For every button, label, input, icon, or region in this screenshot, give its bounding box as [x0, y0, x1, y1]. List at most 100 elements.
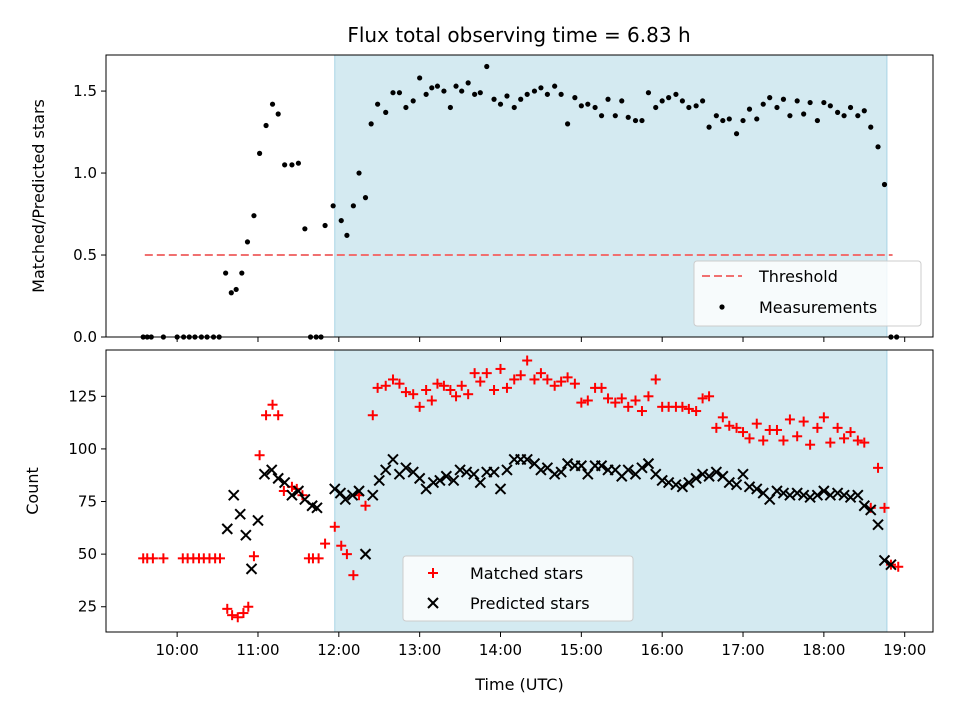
matched-star-point	[222, 603, 233, 614]
measurement-point	[383, 109, 389, 115]
top-y-ticks: 0.0 0.5 1.0 1.5	[73, 82, 106, 346]
x-stroke	[723, 476, 735, 489]
predicted-star-point	[413, 472, 426, 485]
matched-star-point	[267, 399, 278, 410]
x-stroke	[234, 508, 246, 520]
y-tick-label: 75	[78, 493, 97, 511]
matched-star-point	[380, 380, 391, 391]
predicted-star-point	[690, 472, 702, 485]
matched-star-point	[879, 502, 890, 513]
measurement-point	[754, 116, 760, 122]
y-tick-label: 125	[68, 387, 97, 405]
matched-star-point	[469, 368, 480, 379]
x-stroke	[804, 491, 816, 504]
predicted-star-point	[878, 554, 891, 567]
x-stroke	[278, 476, 291, 489]
measurement-point	[835, 109, 841, 115]
measurement-point	[787, 113, 793, 119]
matched-star-point	[650, 374, 661, 385]
measurement-point	[706, 124, 712, 130]
x-tick-label: 11:00	[236, 641, 279, 659]
matched-star-point	[859, 437, 870, 448]
measurement-point	[396, 90, 403, 96]
measurement-point	[679, 98, 685, 104]
x-stroke	[777, 487, 790, 499]
predicted-star-point	[329, 483, 341, 495]
predicted-star-point	[561, 457, 574, 470]
measurement-point	[552, 83, 558, 89]
matched-star-point	[348, 570, 359, 581]
predicted-star-point	[272, 472, 284, 485]
x-stroke	[797, 489, 810, 501]
matched-star-point	[529, 374, 540, 385]
predicted-star-point	[258, 468, 271, 480]
y-tick-label: 25	[78, 598, 97, 616]
bottom-y-ticks: 25 50 75 100 125	[68, 387, 106, 616]
x-stroke	[292, 485, 305, 497]
measurements-series	[140, 63, 900, 340]
matched-star-point	[214, 553, 225, 564]
x-stroke	[622, 464, 634, 476]
measurement-point	[429, 85, 435, 91]
x-stroke	[488, 466, 500, 478]
predicted-star-point	[245, 563, 258, 575]
x-stroke	[400, 462, 412, 474]
matched-star-point	[432, 378, 443, 389]
x-stroke	[427, 476, 440, 489]
x-stroke	[494, 483, 507, 495]
measurement-point	[350, 203, 356, 209]
predicted-star-point	[872, 518, 884, 531]
y-tick-label: 1.5	[73, 82, 97, 100]
matched-star-point	[751, 418, 762, 429]
top-panel: 0.0 0.5 1.0 1.5 Matched/Predicted stars Thr…	[29, 54, 934, 346]
predicted-star-point	[266, 464, 278, 476]
measurement-point	[289, 162, 295, 168]
predicted-star-point	[380, 464, 392, 476]
predicted-star-point	[252, 514, 264, 527]
predicted-star-point	[440, 470, 453, 482]
matched-star-point	[825, 437, 836, 448]
predicted-star-point	[797, 489, 810, 501]
measurement-point	[375, 101, 381, 107]
measurement-point	[322, 222, 328, 229]
x-stroke	[575, 460, 588, 472]
matched-star-point	[832, 422, 843, 433]
matched-star-point	[724, 420, 735, 431]
predicted-star-point	[278, 476, 291, 489]
predicted-star-point	[683, 476, 695, 489]
predicted-star-point	[488, 466, 500, 478]
measurement-point	[459, 88, 465, 94]
measurement-point	[693, 103, 699, 109]
measurement-point	[558, 91, 564, 97]
predicted-star-point	[737, 468, 749, 480]
measurement-point	[740, 117, 746, 124]
predicted-star-point	[468, 468, 480, 480]
measurement-point	[233, 286, 239, 293]
measurement-point	[645, 90, 652, 96]
matched-star-point	[603, 393, 614, 404]
measurement-point	[855, 113, 861, 119]
x-stroke	[535, 464, 547, 476]
predicted-star-point	[286, 489, 298, 501]
predicted-star-point	[521, 453, 533, 466]
measurement-point	[847, 104, 854, 111]
y-tick-label: 50	[78, 545, 97, 563]
x-stroke	[258, 468, 271, 480]
x-stroke	[670, 478, 682, 491]
x-stroke	[831, 487, 844, 499]
x-stroke	[844, 491, 857, 504]
matched-star-point	[387, 374, 398, 385]
matched-star-point	[320, 538, 331, 549]
measurement-point	[497, 101, 504, 107]
measurement-point	[713, 113, 719, 119]
x-stroke	[650, 468, 662, 480]
bottom-x-ticks: 10:00 11:00 12:00 13:00 14:00 15:00 16:00 17:00…	[156, 632, 926, 659]
measurement-point	[410, 98, 416, 104]
measurement-point	[767, 95, 773, 101]
matched-star-point	[372, 382, 383, 393]
matched-star-point	[261, 410, 272, 421]
predicted-star-point	[311, 502, 323, 514]
predicted-star-point	[852, 489, 864, 501]
legend-plus-marker	[428, 568, 438, 578]
measurement-point	[447, 104, 453, 111]
